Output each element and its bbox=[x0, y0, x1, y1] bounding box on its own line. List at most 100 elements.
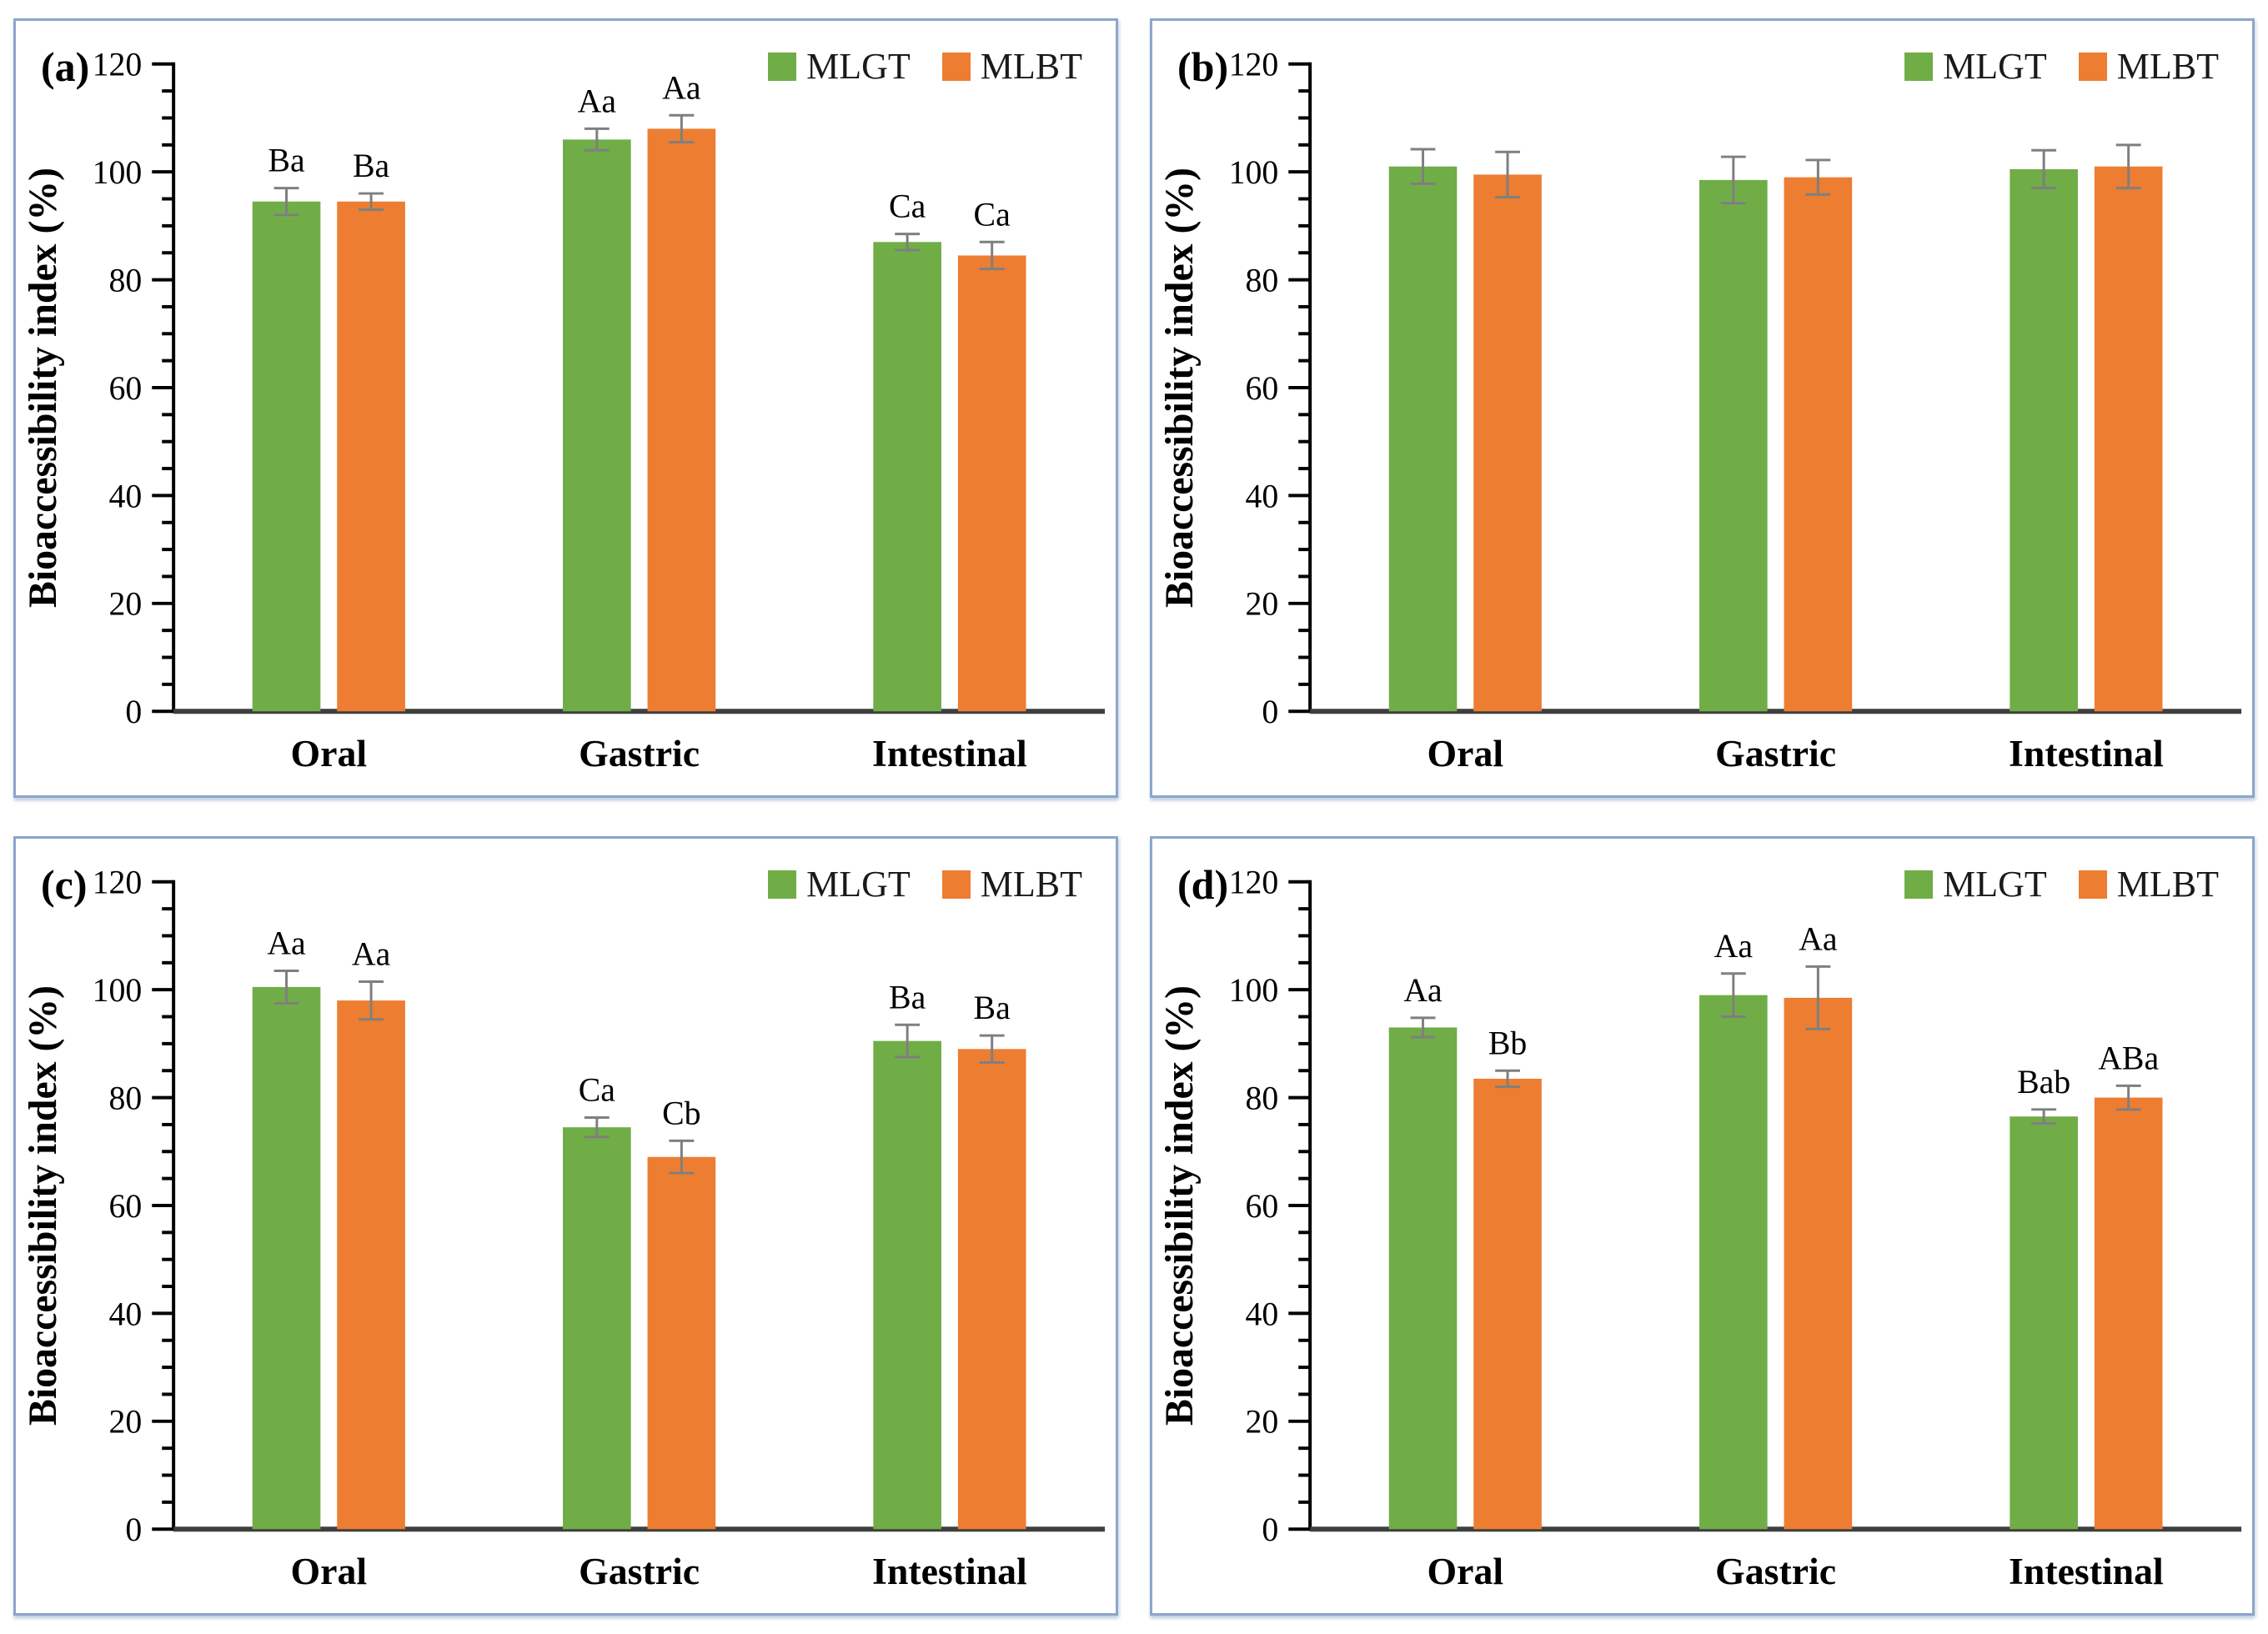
y-tick-label: 100 bbox=[1229, 154, 1279, 191]
y-tick-label: 0 bbox=[1262, 1511, 1278, 1548]
bar-mlgt-gastric bbox=[563, 139, 631, 712]
category-label: Oral bbox=[291, 1550, 368, 1592]
bar-chart-d: 0 20 40 60 80 100 120 Bioaccessibility index (%… bbox=[1157, 864, 2242, 1592]
error-bar bbox=[979, 240, 1005, 271]
y-tick-label: 20 bbox=[109, 586, 143, 623]
panel-b: (b) MLGT MLBT 0 20 40 60 80 100 120 Bioaccessib… bbox=[1150, 18, 2255, 798]
bar-mlbt-gastric bbox=[647, 128, 716, 712]
y-tick-label: 120 bbox=[1229, 864, 1279, 900]
y-tick-label: 20 bbox=[109, 1404, 143, 1441]
error-bar bbox=[669, 113, 695, 144]
error-bar bbox=[359, 192, 384, 211]
bar-chart-b: 0 20 40 60 80 100 120 Bioaccessibility index (%… bbox=[1157, 47, 2242, 774]
y-tick-label: 100 bbox=[1229, 972, 1279, 1009]
significance-label: Ba bbox=[889, 979, 926, 1015]
error-bar bbox=[979, 1034, 1005, 1064]
significance-label: Cb bbox=[662, 1095, 700, 1131]
y-tick-label: 0 bbox=[125, 1511, 142, 1548]
error-bar bbox=[669, 1139, 695, 1175]
panel-a: (a) MLGT MLBT 0 20 40 60 80 100 120 Bioaccessib… bbox=[13, 18, 1118, 798]
y-tick-label: 20 bbox=[1246, 1404, 1279, 1441]
y-tick-label: 100 bbox=[93, 154, 143, 191]
error-bar bbox=[273, 187, 299, 217]
bar-chart-c: 0 20 40 60 80 100 120 Bioaccessibility index (%… bbox=[21, 864, 1106, 1592]
significance-label: Aa bbox=[1714, 928, 1754, 965]
significance-label: Aa bbox=[1799, 920, 1838, 957]
error-bar bbox=[895, 1023, 921, 1059]
significance-label: Ca bbox=[889, 188, 926, 225]
y-tick-label: 80 bbox=[1246, 263, 1279, 299]
error-bar bbox=[2031, 1108, 2057, 1125]
y-tick-label: 40 bbox=[109, 1296, 143, 1332]
significance-label: Aa bbox=[352, 935, 391, 972]
error-bar bbox=[1805, 158, 1831, 196]
y-tick-label: 120 bbox=[1229, 47, 1279, 83]
significance-label: Ba bbox=[268, 143, 305, 179]
bar-mlbt-gastric bbox=[1784, 997, 1853, 1529]
significance-label: Ba bbox=[353, 148, 390, 184]
panel-d: (d) MLGT MLBT 0 20 40 60 80 100 120 Bioaccessib… bbox=[1150, 835, 2255, 1616]
y-tick-label: 40 bbox=[109, 478, 143, 514]
bar-mlbt-gastric bbox=[647, 1156, 716, 1529]
y-tick-label: 100 bbox=[93, 972, 143, 1009]
category-label: Gastric bbox=[1715, 1550, 1836, 1592]
error-bar bbox=[1410, 148, 1436, 185]
category-label: Intestinal bbox=[872, 1550, 1027, 1592]
bar-mlbt-intestinal bbox=[957, 1049, 1026, 1529]
significance-label: Bab bbox=[2017, 1064, 2070, 1100]
y-tick-label: 0 bbox=[125, 694, 142, 730]
error-bar bbox=[1805, 965, 1831, 1030]
panel-c: (c) MLGT MLBT 0 20 40 60 80 100 120 Bioaccessib… bbox=[13, 835, 1118, 1616]
error-bar bbox=[584, 1115, 610, 1139]
bar-mlbt-gastric bbox=[1784, 177, 1853, 712]
significance-label: Ca bbox=[974, 196, 1011, 233]
category-label: Gastric bbox=[1715, 732, 1836, 774]
y-tick-label: 40 bbox=[1246, 1296, 1279, 1332]
error-bar bbox=[2031, 148, 2057, 190]
bar-mlgt-oral bbox=[1388, 166, 1458, 712]
y-axis-title: Bioaccessibility index (%) bbox=[1157, 985, 1202, 1426]
significance-label: ABa bbox=[2098, 1040, 2159, 1076]
category-label: Intestinal bbox=[2009, 1550, 2164, 1592]
significance-label: Aa bbox=[662, 69, 701, 106]
y-tick-label: 0 bbox=[1262, 694, 1278, 730]
significance-label: Ba bbox=[974, 990, 1011, 1026]
bar-mlgt-intestinal bbox=[873, 242, 941, 712]
bar-mlgt-oral bbox=[252, 986, 321, 1529]
bar-mlgt-intestinal bbox=[2010, 1115, 2078, 1529]
bar-mlgt-intestinal bbox=[2010, 168, 2078, 712]
bar-mlgt-oral bbox=[1388, 1027, 1458, 1529]
y-tick-label: 120 bbox=[93, 864, 143, 900]
y-tick-label: 120 bbox=[93, 47, 143, 83]
error-bar bbox=[584, 127, 610, 152]
significance-label: Aa bbox=[578, 83, 617, 120]
category-label: Gastric bbox=[579, 1550, 700, 1592]
bar-mlbt-intestinal bbox=[957, 255, 1026, 712]
y-tick-label: 40 bbox=[1246, 478, 1279, 514]
category-label: Gastric bbox=[579, 732, 700, 774]
category-label: Oral bbox=[1428, 1550, 1504, 1592]
y-axis-title: Bioaccessibility index (%) bbox=[21, 985, 65, 1426]
y-tick-label: 80 bbox=[1246, 1080, 1279, 1116]
category-label: Oral bbox=[1428, 732, 1504, 774]
y-tick-label: 20 bbox=[1246, 586, 1279, 623]
error-bar bbox=[1720, 972, 1746, 1018]
error-bar bbox=[1720, 155, 1746, 205]
y-tick-label: 60 bbox=[1246, 1188, 1279, 1225]
error-bar bbox=[1495, 150, 1520, 199]
bar-mlgt-gastric bbox=[563, 1126, 631, 1529]
y-tick-label: 80 bbox=[109, 1080, 143, 1116]
error-bar bbox=[2115, 143, 2141, 190]
bar-mlgt-intestinal bbox=[873, 1040, 941, 1529]
error-bar bbox=[2115, 1084, 2141, 1111]
significance-label: Aa bbox=[1403, 972, 1443, 1009]
y-tick-label: 60 bbox=[109, 370, 143, 407]
y-tick-label: 80 bbox=[109, 263, 143, 299]
significance-label: Aa bbox=[267, 925, 306, 961]
bar-mlbt-oral bbox=[1473, 1078, 1542, 1529]
y-axis-title: Bioaccessibility index (%) bbox=[1157, 168, 1202, 608]
category-label: Intestinal bbox=[2009, 732, 2164, 774]
significance-label: Ca bbox=[579, 1071, 616, 1108]
error-bar bbox=[359, 980, 384, 1021]
